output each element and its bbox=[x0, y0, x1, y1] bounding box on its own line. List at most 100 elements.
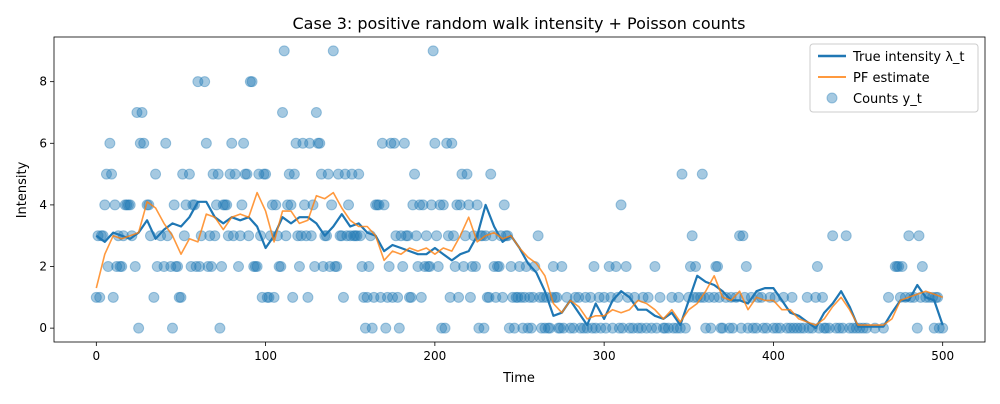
count-point bbox=[238, 137, 250, 149]
count-point bbox=[175, 291, 187, 303]
count-point bbox=[134, 137, 146, 149]
count-point bbox=[424, 261, 436, 273]
y-tick-label: 4 bbox=[39, 198, 47, 212]
count-point bbox=[585, 291, 597, 303]
count-point bbox=[442, 230, 454, 242]
count-point bbox=[253, 168, 265, 180]
count-point bbox=[209, 230, 221, 242]
count-point bbox=[178, 230, 190, 242]
count-point bbox=[534, 291, 546, 303]
count-point bbox=[327, 45, 339, 57]
count-point bbox=[385, 137, 397, 149]
count-point bbox=[337, 291, 349, 303]
count-point bbox=[896, 261, 908, 273]
count-point bbox=[217, 199, 229, 211]
count-point bbox=[395, 230, 407, 242]
count-point bbox=[651, 322, 663, 334]
count-point bbox=[527, 291, 539, 303]
count-point bbox=[314, 137, 326, 149]
count-point bbox=[514, 261, 525, 273]
count-point bbox=[199, 76, 211, 88]
count-point bbox=[547, 261, 559, 273]
count-point bbox=[216, 261, 228, 273]
count-point bbox=[481, 291, 493, 303]
count-point bbox=[268, 291, 280, 303]
count-point bbox=[278, 45, 290, 57]
count-point bbox=[558, 322, 570, 334]
count-point bbox=[277, 106, 289, 118]
count-point bbox=[519, 291, 531, 303]
x-tick-label: 100 bbox=[254, 349, 277, 363]
count-point bbox=[508, 322, 520, 334]
count-point bbox=[784, 322, 796, 334]
count-point bbox=[138, 137, 150, 149]
count-point bbox=[150, 168, 162, 180]
count-point bbox=[512, 291, 524, 303]
count-point bbox=[649, 261, 661, 273]
count-point bbox=[299, 199, 311, 211]
count-point bbox=[273, 261, 285, 273]
count-point bbox=[381, 291, 393, 303]
count-point bbox=[212, 168, 224, 180]
legend-label-pf-estimate: PF estimate bbox=[853, 71, 930, 86]
count-point bbox=[368, 291, 380, 303]
x-tick-label: 200 bbox=[423, 349, 446, 363]
legend-box bbox=[809, 43, 979, 113]
count-point bbox=[666, 291, 678, 303]
count-point bbox=[331, 261, 343, 273]
count-point bbox=[200, 137, 212, 149]
count-point bbox=[437, 199, 449, 211]
count-point bbox=[295, 230, 307, 242]
count-point bbox=[371, 199, 383, 211]
count-point bbox=[827, 230, 839, 242]
count-point bbox=[353, 168, 365, 180]
count-point bbox=[373, 199, 385, 211]
count-point bbox=[111, 261, 123, 273]
pf-estimate-line bbox=[95, 191, 943, 326]
count-point bbox=[99, 199, 111, 211]
count-point bbox=[461, 168, 473, 180]
count-point bbox=[190, 261, 202, 273]
count-point bbox=[607, 322, 619, 334]
y-tick-label: 2 bbox=[39, 260, 47, 274]
count-point bbox=[823, 322, 835, 334]
count-point bbox=[469, 261, 481, 273]
ticks: 0 100 200 300 400 500 0 2 4 6 8 bbox=[39, 75, 954, 363]
count-point bbox=[485, 168, 497, 180]
count-point bbox=[816, 291, 828, 303]
count-point bbox=[116, 261, 128, 273]
count-point bbox=[488, 261, 500, 273]
count-point bbox=[285, 199, 297, 211]
count-point bbox=[595, 322, 607, 334]
count-point bbox=[840, 230, 852, 242]
count-point bbox=[305, 230, 317, 242]
count-point bbox=[569, 291, 581, 303]
count-point bbox=[586, 322, 598, 334]
count-point bbox=[129, 261, 141, 273]
y-axis-label: Intensity bbox=[15, 161, 30, 218]
count-point bbox=[329, 261, 341, 273]
count-point bbox=[233, 261, 245, 273]
count-point bbox=[436, 322, 448, 334]
count-point bbox=[136, 106, 148, 118]
count-point bbox=[734, 230, 746, 242]
count-point bbox=[194, 261, 206, 273]
legend-label-counts: Counts y_t bbox=[853, 92, 922, 107]
count-point bbox=[554, 322, 566, 334]
count-point bbox=[432, 261, 444, 273]
count-point bbox=[239, 168, 251, 180]
count-point bbox=[615, 199, 627, 211]
count-point bbox=[358, 291, 370, 303]
count-point bbox=[542, 322, 554, 334]
count-point bbox=[388, 137, 400, 149]
count-point bbox=[717, 322, 729, 334]
count-point bbox=[336, 230, 348, 242]
count-point bbox=[403, 291, 415, 303]
count-point bbox=[124, 199, 136, 211]
count-point bbox=[326, 199, 338, 211]
count-point bbox=[620, 261, 632, 273]
count-point bbox=[344, 230, 356, 242]
count-point bbox=[833, 322, 845, 334]
count-point bbox=[483, 291, 495, 303]
legend-label-true-intensity: True intensity λ_t bbox=[852, 50, 965, 65]
